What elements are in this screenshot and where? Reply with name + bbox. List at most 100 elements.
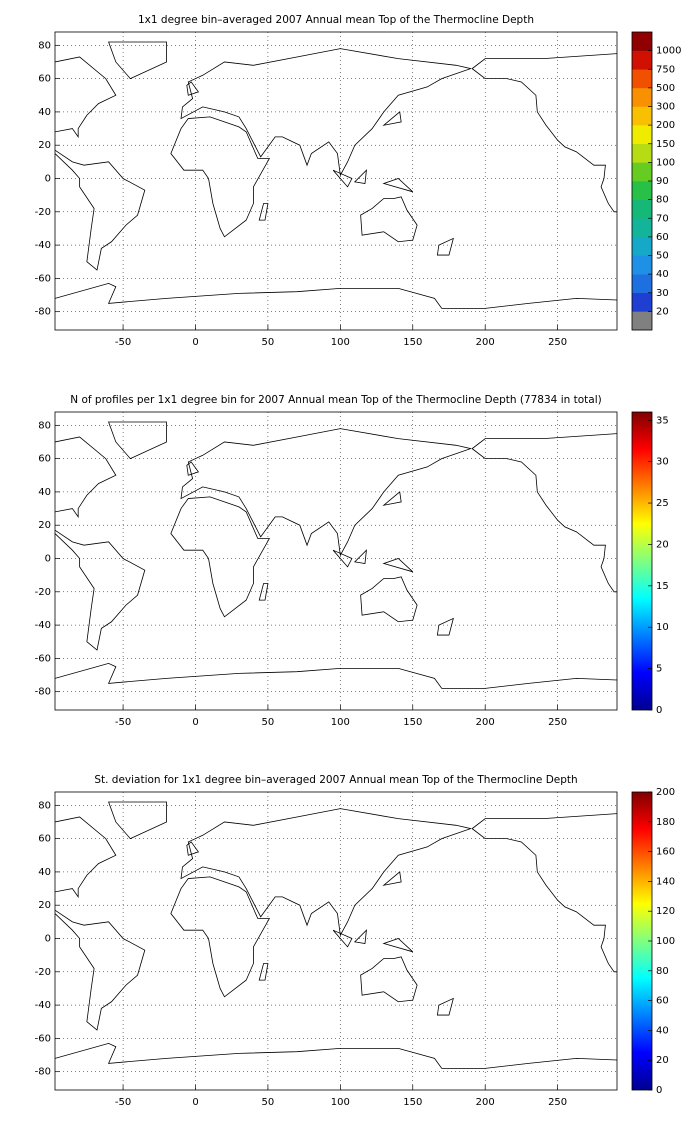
colorbar-tick-label: 20 [656, 306, 669, 317]
y-tick-label: 0 [45, 554, 51, 565]
colorbar-tick-label: 150 [656, 139, 675, 150]
colorbar-segment [632, 311, 652, 331]
colorbar-segment [632, 255, 652, 275]
y-tick-label: -80 [35, 687, 51, 698]
colorbar-tick-label: 30 [656, 457, 669, 468]
colorbar-segment [632, 69, 652, 89]
y-tick-label: 0 [45, 174, 51, 185]
y-tick-label: 40 [38, 867, 51, 878]
colorbar-tick-label: 300 [656, 102, 675, 113]
y-tick-label: 20 [38, 140, 51, 151]
colorbar-tick-label: 200 [656, 120, 675, 131]
colorbar-tick-label: 35 [656, 415, 669, 426]
colorbar-tick-label: 20 [656, 1055, 669, 1066]
y-tick-label: -40 [35, 620, 51, 631]
colorbar-tick-label: 40 [656, 269, 669, 280]
x-tick-label: 100 [331, 717, 350, 728]
coastline-layer [55, 421, 617, 690]
colorbar-tick-label: 0 [656, 1085, 662, 1096]
axes-frame [54, 31, 618, 331]
x-tick-label: 50 [262, 1097, 275, 1108]
y-tick-label: 40 [38, 107, 51, 118]
axes-frame [54, 791, 618, 1091]
x-tick-label: 100 [331, 1097, 350, 1108]
y-tick-label: -80 [35, 1067, 51, 1078]
coastline-layer [55, 41, 617, 310]
panel-title: St. deviation for 1x1 degree bin–average… [94, 774, 577, 786]
colorbar-tick-label: 30 [656, 288, 669, 299]
colorbar-segment [632, 199, 652, 219]
colorbar-frame [631, 411, 653, 711]
colorbar-segment [632, 50, 652, 70]
coastlines [55, 41, 617, 310]
x-tick-label: 0 [192, 337, 198, 348]
y-tick-label: -60 [35, 273, 51, 284]
colorbar-segment [632, 106, 652, 126]
x-tick-label: -50 [115, 337, 131, 348]
y-tick-label: -20 [35, 207, 51, 218]
colorbar-tick-label: 750 [656, 64, 675, 75]
colorbar-tick-label: 140 [656, 876, 675, 887]
colorbar-segment [632, 162, 652, 182]
colorbar-segment [632, 292, 652, 312]
colorbar-tick-label: 100 [656, 936, 675, 947]
x-tick-label: 250 [548, 717, 567, 728]
colorbar-segment [632, 125, 652, 145]
colorbar-tick-label: 20 [656, 539, 669, 550]
y-tick-label: 60 [38, 74, 51, 85]
y-tick-label: 80 [38, 40, 51, 51]
coastline-layer [55, 801, 617, 1070]
y-tick-label: -40 [35, 240, 51, 251]
colorbar-tick-label: 80 [656, 966, 669, 977]
y-tick-label: 60 [38, 834, 51, 845]
x-tick-label: -50 [115, 1097, 131, 1108]
colorbar-gradient [632, 792, 652, 1090]
map-panel: St. deviation for 1x1 degree bin–average… [35, 774, 675, 1108]
colorbar-segment [632, 274, 652, 294]
y-tick-label: 40 [38, 487, 51, 498]
y-tick-label: 60 [38, 454, 51, 465]
colorbar-tick-label: 180 [656, 817, 675, 828]
coastlines [55, 421, 617, 690]
colorbar-segment [632, 181, 652, 200]
y-tick-label: -80 [35, 307, 51, 318]
x-tick-label: 50 [262, 717, 275, 728]
colorbar-tick-label: 90 [656, 176, 669, 187]
x-tick-label: 0 [192, 1097, 198, 1108]
panel-title: 1x1 degree bin–averaged 2007 Annual mean… [138, 14, 534, 26]
colorbar-segment [632, 143, 652, 163]
y-tick-label: 20 [38, 900, 51, 911]
colorbar-tick-label: 60 [656, 232, 669, 243]
map-panel: 1x1 degree bin–averaged 2007 Annual mean… [35, 14, 682, 348]
x-tick-label: 200 [476, 717, 495, 728]
colorbar-tick-label: 1000 [656, 46, 681, 57]
colorbar-tick-label: 25 [656, 498, 669, 509]
x-tick-label: 200 [476, 337, 495, 348]
x-tick-label: 50 [262, 337, 275, 348]
y-tick-label: -60 [35, 1033, 51, 1044]
colorbar-gradient [632, 412, 652, 710]
colorbar-tick-label: 60 [656, 996, 669, 1007]
colorbar-tick-label: 100 [656, 157, 675, 168]
colorbar-tick-label: 10 [656, 622, 669, 633]
colorbar-tick-label: 160 [656, 847, 675, 858]
x-tick-label: 150 [403, 337, 422, 348]
colorbar-tick-label: 70 [656, 213, 669, 224]
colorbar-tick-label: 80 [656, 195, 669, 206]
colorbar-segment [632, 32, 652, 51]
colorbar-segment [632, 218, 652, 238]
colorbar-frame [631, 31, 653, 331]
map-panel: N of profiles per 1x1 degree bin for 200… [35, 394, 669, 728]
y-tick-label: -60 [35, 653, 51, 664]
x-tick-label: 150 [403, 1097, 422, 1108]
x-tick-label: 250 [548, 337, 567, 348]
x-tick-label: 100 [331, 337, 350, 348]
colorbar-segment [632, 236, 652, 256]
colorbar-tick-label: 5 [656, 664, 662, 675]
y-tick-label: -40 [35, 1000, 51, 1011]
x-tick-label: -50 [115, 717, 131, 728]
colorbar-tick-label: 50 [656, 251, 669, 262]
colorbar-tick-label: 0 [656, 705, 662, 716]
x-tick-label: 150 [403, 717, 422, 728]
